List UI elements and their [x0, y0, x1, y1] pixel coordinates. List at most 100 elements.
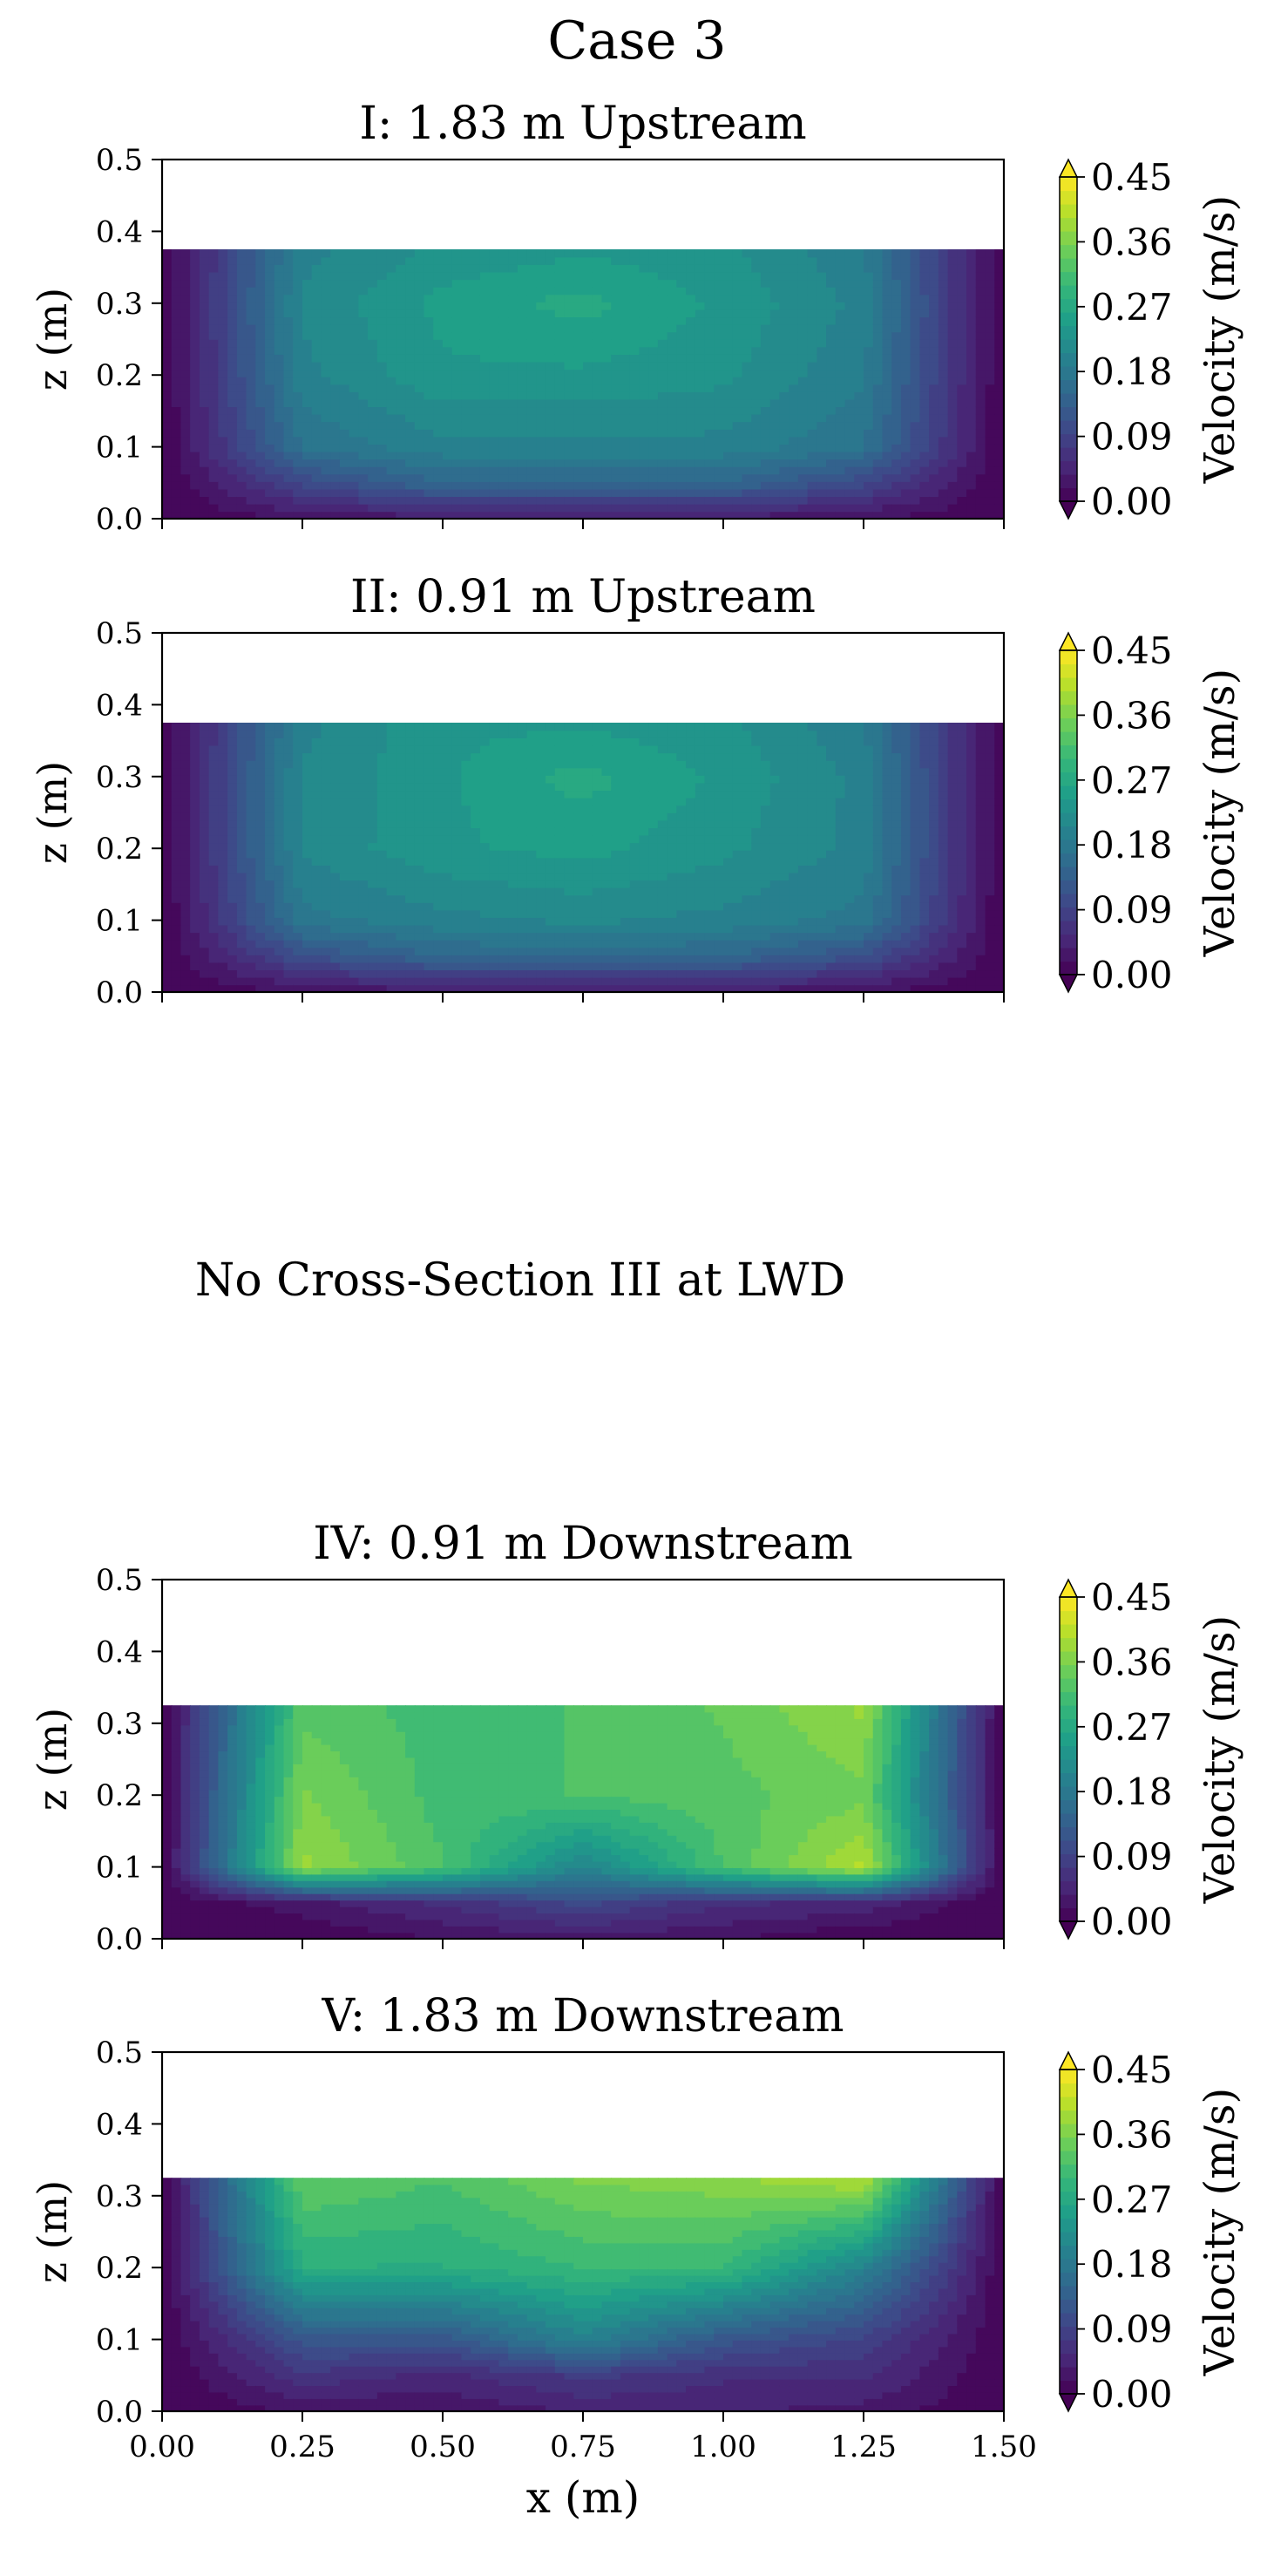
field-cell: [424, 309, 435, 318]
field-cell: [255, 894, 266, 903]
field-cell: [236, 834, 247, 844]
field-cell: [190, 723, 200, 731]
field-cell: [573, 744, 584, 754]
field-cell: [975, 346, 986, 355]
field-cell: [536, 917, 546, 926]
field-cell: [330, 429, 341, 438]
field-cell: [451, 398, 463, 408]
field-cell: [966, 421, 977, 430]
field-cell: [414, 805, 425, 813]
field-cell: [648, 271, 659, 281]
field-cell: [611, 271, 621, 281]
field-cell: [826, 339, 837, 348]
field-cell: [171, 857, 182, 866]
field-cell: [424, 894, 435, 903]
field-cell: [199, 984, 210, 993]
field-cell: [554, 473, 566, 482]
field-cell: [760, 369, 771, 377]
field-cell: [508, 969, 518, 978]
field-cell: [854, 339, 864, 348]
field-cell: [789, 429, 799, 438]
field-cell: [376, 384, 388, 392]
field-cell: [227, 413, 238, 423]
field-cell: [686, 302, 696, 310]
field-cell: [265, 865, 275, 873]
field-cell: [835, 339, 846, 348]
field-cell: [376, 737, 388, 746]
field-cell: [162, 969, 173, 978]
field-cell: [162, 865, 173, 873]
field-cell: [817, 481, 827, 490]
field-cell: [471, 782, 481, 792]
field-cell: [443, 406, 453, 415]
field-cell: [947, 294, 959, 302]
field-cell: [386, 316, 397, 325]
field-cell: [208, 444, 220, 452]
field-cell: [526, 842, 538, 851]
field-cell: [498, 969, 509, 978]
field-cell: [611, 331, 621, 340]
field-cell: [817, 406, 827, 415]
field-cell: [274, 894, 285, 903]
field-cell: [433, 737, 444, 746]
field-cell: [826, 316, 837, 325]
field-cell: [667, 354, 678, 363]
field-cell: [386, 264, 397, 273]
field-cell: [414, 302, 425, 310]
field-cell: [246, 279, 257, 288]
field-cell: [255, 865, 266, 873]
field-cell: [564, 503, 575, 513]
field-cell: [199, 857, 210, 866]
field-cell: [451, 805, 463, 813]
field-cell: [564, 827, 575, 836]
field-cell: [554, 346, 566, 355]
field-cell: [396, 503, 406, 513]
field-cell: [526, 849, 538, 859]
field-cell: [479, 316, 491, 325]
field-cell: [227, 384, 238, 392]
field-cell: [807, 323, 818, 333]
field-cell: [358, 451, 369, 460]
field-cell: [171, 894, 182, 903]
field-cell: [583, 421, 593, 430]
field-cell: [554, 406, 566, 415]
field-cell: [919, 271, 930, 281]
field-cell: [611, 481, 621, 490]
field-cell: [554, 413, 566, 423]
field-cell: [489, 459, 500, 467]
field-cell: [311, 834, 322, 844]
field-cell: [554, 872, 566, 881]
field-cell: [199, 256, 210, 265]
field-cell: [208, 331, 220, 340]
field-cell: [891, 406, 902, 415]
field-cell: [714, 429, 724, 438]
field-cell: [451, 256, 463, 265]
field-cell: [686, 451, 696, 460]
field-cell: [358, 827, 369, 836]
field-cell: [601, 339, 612, 348]
field-cell: [274, 819, 285, 828]
field-cell: [648, 339, 659, 348]
field-cell: [769, 346, 781, 355]
field-cell: [648, 264, 659, 273]
field-cell: [900, 316, 911, 325]
field-cell: [368, 819, 378, 828]
field-cell: [339, 302, 350, 310]
field-cell: [208, 737, 220, 746]
field-cell: [414, 737, 425, 746]
field-cell: [283, 962, 295, 971]
field-cell: [199, 271, 210, 281]
field-cell: [508, 955, 518, 963]
field-cell: [358, 376, 369, 385]
field-cell: [864, 459, 874, 467]
field-cell: [246, 429, 257, 438]
field-cell: [732, 286, 743, 296]
field-cell: [508, 294, 518, 302]
field-cell: [208, 872, 220, 881]
field-cell: [190, 887, 200, 896]
field-cell: [405, 984, 416, 993]
field-cell: [274, 939, 285, 948]
field-cell: [443, 391, 453, 400]
field-cell: [274, 797, 285, 806]
field-cell: [704, 302, 715, 310]
